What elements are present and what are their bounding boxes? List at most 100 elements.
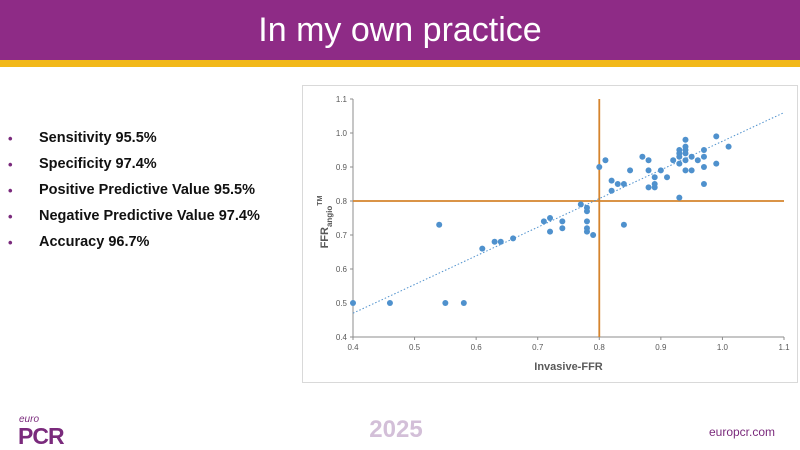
data-point [651, 184, 658, 191]
data-point [651, 174, 658, 181]
title-bar: In my own practice [0, 0, 800, 60]
bullet-icon: • [8, 130, 13, 146]
y-tick-label: 0.8 [336, 197, 348, 206]
data-point [350, 300, 356, 306]
metric-npv: • Negative Predictive Value 97.4% [8, 203, 298, 229]
metric-label: Accuracy 96.7% [39, 234, 150, 250]
metric-label: Negative Predictive Value 97.4% [39, 208, 260, 224]
y-tick-label: 1.1 [336, 95, 348, 104]
y-tick-label: 1.0 [336, 129, 348, 138]
metric-label: Specificity 97.4% [39, 156, 157, 172]
data-point [657, 167, 664, 174]
data-point [645, 184, 652, 191]
data-point [700, 153, 707, 160]
scatter-chart-svg: 0.4 0.5 0.6 0.7 0.8 0.9 1.0 1.1 0.4 0.5 0.6 0.7 0.8 0… [317, 95, 790, 373]
accent-line [0, 60, 800, 67]
data-point [614, 181, 621, 187]
logo-euro-text: euro [19, 414, 40, 425]
bullet-icon: • [8, 156, 13, 172]
data-point [682, 136, 689, 143]
data-point [602, 157, 609, 164]
x-tick-label: 0.5 [409, 343, 421, 352]
x-axis-title: Invasive-FFR [534, 361, 603, 373]
data-point [608, 187, 615, 194]
data-point [700, 147, 707, 153]
data-point [700, 164, 707, 170]
trendline [352, 112, 785, 314]
data-point [676, 153, 683, 160]
metric-label: Positive Predictive Value 95.5% [39, 182, 256, 198]
x-tick-label: 0.4 [347, 343, 359, 352]
data-point [682, 150, 689, 157]
data-point [590, 232, 597, 238]
data-point [670, 157, 677, 164]
metric-accuracy: • Accuracy 96.7% [8, 229, 298, 255]
data-point [596, 164, 603, 170]
y-tick-label: 0.7 [336, 231, 348, 240]
y-tick-label: 0.4 [336, 333, 348, 342]
data-point [700, 181, 707, 187]
logo-pcr-text: PCR [18, 423, 65, 449]
data-point [547, 215, 554, 221]
data-point [436, 221, 443, 228]
data-point [645, 167, 652, 174]
y-axis-title-sup: TM [317, 195, 324, 205]
y-tick-label: 0.5 [336, 299, 348, 308]
x-tick-label: 0.8 [594, 343, 606, 352]
metric-specificity: • Specificity 97.4% [8, 151, 298, 177]
site-url: europcr.com [708, 425, 775, 439]
data-point [442, 300, 449, 306]
data-point [583, 228, 590, 235]
slide-title: In my own practice [258, 10, 542, 49]
bullet-icon: • [8, 208, 13, 224]
bullet-icon: • [8, 234, 13, 250]
x-tick-label: 0.9 [655, 343, 667, 352]
y-tick-label: 0.9 [336, 163, 348, 172]
data-point [725, 143, 732, 150]
data-point [608, 177, 615, 184]
metric-sensitivity: • Sensitivity 95.5% [8, 125, 298, 151]
data-point [645, 157, 652, 164]
x-tick-label: 1.1 [778, 343, 790, 352]
data-point [620, 181, 627, 187]
data-point [664, 174, 671, 181]
scatter-chart: 0.4 0.5 0.6 0.7 0.8 0.9 1.0 1.1 0.4 0.5 0.6 0.7 0.8 0… [302, 85, 798, 383]
data-point [688, 167, 695, 174]
metric-ppv: • Positive Predictive Value 95.5% [8, 177, 298, 203]
data-point [547, 228, 554, 235]
data-point [559, 225, 566, 232]
data-point [479, 245, 486, 252]
data-point [577, 201, 584, 208]
x-tick-label: 1.0 [717, 343, 729, 352]
data-point [682, 157, 689, 164]
data-point [713, 133, 720, 140]
data-point [583, 218, 590, 225]
y-axis-title-main: FFR [319, 227, 331, 248]
data-point [559, 218, 566, 225]
data-point [688, 153, 695, 160]
bullet-icon: • [8, 182, 13, 198]
data-point [676, 160, 683, 167]
data-point [540, 218, 547, 225]
y-axis-title-sub: angio [325, 206, 334, 227]
europcr-logo: euro PCR [18, 414, 78, 449]
metrics-list: • Sensitivity 95.5% • Specificity 97.4% … [8, 125, 298, 255]
data-point [713, 160, 720, 167]
data-point [620, 221, 627, 228]
y-tick-label: 0.6 [336, 265, 348, 274]
x-tick-label: 0.6 [471, 343, 483, 352]
data-point [491, 238, 498, 245]
data-point [682, 167, 689, 174]
data-point [460, 300, 467, 306]
x-tick-label: 0.7 [532, 343, 544, 352]
data-point [386, 300, 393, 306]
data-point [583, 208, 590, 215]
data-point [639, 153, 646, 160]
y-axis-title: FFRangioTM [317, 195, 334, 248]
metric-label: Sensitivity 95.5% [39, 130, 157, 146]
data-point [694, 157, 701, 164]
data-point [510, 235, 517, 242]
year-label: 2025 [369, 416, 423, 443]
data-point [497, 238, 504, 245]
data-point [676, 194, 683, 201]
